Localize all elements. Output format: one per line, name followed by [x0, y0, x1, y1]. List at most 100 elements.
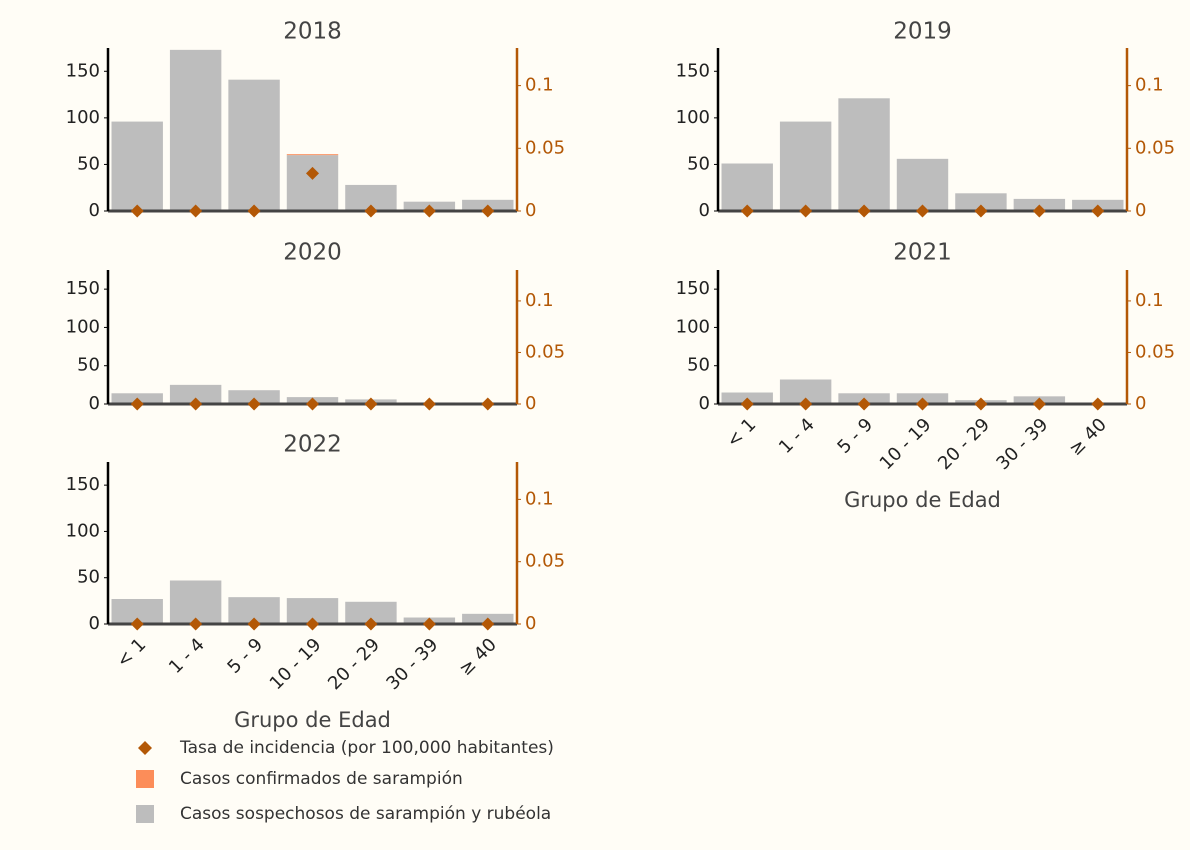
incidence-point: [306, 166, 319, 180]
x-axis-label: Grupo de Edad: [844, 488, 1001, 512]
legend-swatch: [136, 770, 154, 788]
bar: [228, 390, 280, 404]
panel-title: 2019: [893, 19, 952, 45]
legend-swatch: [136, 805, 154, 823]
y-tick-label: 0: [89, 613, 100, 634]
legend-label: Casos confirmados de sarampión: [180, 769, 463, 789]
incidence-point: [306, 617, 319, 631]
incidence-point: [481, 397, 495, 411]
panel-title: 2018: [283, 19, 342, 45]
incidence-point: [364, 397, 378, 411]
incidence-point: [189, 617, 203, 631]
incidence-point: [1032, 397, 1046, 411]
y-tick-label: 150: [66, 278, 100, 299]
incidence-point: [364, 617, 378, 631]
incidence-point: [799, 397, 813, 411]
x-tick-label: 30 - 39: [383, 634, 443, 694]
incidence-point: [974, 204, 988, 218]
incidence-point: [422, 204, 436, 218]
y-tick-label: 0: [89, 200, 100, 221]
y2-tick-label: 0.05: [525, 341, 565, 362]
x-tick-label: < 1: [113, 634, 151, 672]
y-tick-label: 50: [77, 153, 100, 174]
y2-tick-label: 0.05: [525, 551, 565, 572]
incidence-point: [799, 204, 813, 218]
x-tick-label: 1 - 4: [775, 414, 819, 458]
incidence-point: [130, 397, 144, 411]
y2-tick-label: 0.1: [525, 290, 554, 311]
y-tick-label: 100: [676, 107, 710, 128]
incidence-point: [1032, 204, 1046, 218]
incidence-point: [916, 397, 929, 411]
bar: [345, 601, 397, 624]
y2-tick-label: 0.05: [1135, 341, 1175, 362]
incidence-point: [247, 617, 261, 631]
incidence-point: [189, 397, 203, 411]
x-tick-label: 20 - 29: [934, 414, 994, 474]
incidence-point: [422, 397, 436, 411]
y2-tick-label: 0.1: [1135, 290, 1164, 311]
x-tick-label: 10 - 19: [876, 414, 936, 474]
y-tick-label: 100: [676, 316, 710, 337]
bar: [286, 155, 339, 211]
incidence-point: [1091, 397, 1105, 411]
legend-label: Tasa de incidencia (por 100,000 habitant…: [179, 738, 554, 758]
bar: [896, 158, 949, 211]
incidence-point: [857, 397, 871, 411]
y2-tick-label: 0: [1135, 393, 1146, 414]
incidence-point: [857, 204, 871, 218]
y2-tick-label: 0: [525, 613, 536, 634]
bar: [721, 163, 773, 211]
bar: [838, 98, 890, 211]
x-tick-label: 5 - 9: [223, 634, 267, 678]
incidence-point: [247, 397, 261, 411]
bar: [111, 121, 163, 211]
incidence-point: [130, 617, 144, 631]
x-tick-label: < 1: [723, 414, 761, 452]
y2-tick-label: 0.1: [525, 75, 554, 96]
y2-tick-label: 0.05: [1135, 137, 1175, 158]
y-tick-label: 150: [66, 474, 100, 495]
x-tick-label: 5 - 9: [833, 414, 877, 458]
panel-title: 2021: [893, 240, 952, 266]
x-tick-label: ≥ 40: [1065, 414, 1111, 460]
incidence-point: [130, 204, 144, 218]
y-tick-label: 100: [66, 316, 100, 337]
incidence-point: [740, 204, 754, 218]
bar: [169, 49, 222, 212]
y-tick-label: 0: [699, 393, 710, 414]
legend-label: Casos sospechosos de sarampión y rubéola: [180, 804, 551, 824]
bar: [286, 154, 339, 156]
x-tick-label: 20 - 29: [324, 634, 384, 694]
y-tick-label: 50: [687, 355, 710, 376]
bar: [169, 384, 222, 404]
y2-tick-label: 0: [525, 393, 536, 414]
bar: [955, 193, 1007, 211]
y2-tick-label: 0: [1135, 200, 1146, 221]
y-tick-label: 0: [89, 393, 100, 414]
y-tick-label: 0: [699, 200, 710, 221]
incidence-point: [306, 397, 319, 411]
y-tick-label: 50: [77, 355, 100, 376]
panel-title: 2020: [283, 240, 342, 266]
y2-tick-label: 0.1: [525, 488, 554, 509]
y2-tick-label: 0.05: [525, 137, 565, 158]
incidence-point: [247, 204, 261, 218]
incidence-point: [740, 397, 754, 411]
incidence-point: [974, 397, 988, 411]
bar: [228, 79, 280, 211]
bar: [779, 121, 832, 211]
panel-title: 2022: [283, 432, 342, 458]
x-tick-label: 10 - 19: [266, 634, 326, 694]
y-tick-label: 100: [66, 107, 100, 128]
y2-tick-label: 0.1: [1135, 75, 1164, 96]
x-axis-label: Grupo de Edad: [234, 708, 391, 732]
incidence-point: [1091, 204, 1105, 218]
y-tick-label: 150: [676, 60, 710, 81]
x-tick-label: ≥ 40: [455, 634, 501, 680]
y-tick-label: 50: [687, 153, 710, 174]
legend-marker: [138, 741, 152, 755]
incidence-point: [481, 204, 495, 218]
x-tick-label: 1 - 4: [165, 634, 209, 678]
